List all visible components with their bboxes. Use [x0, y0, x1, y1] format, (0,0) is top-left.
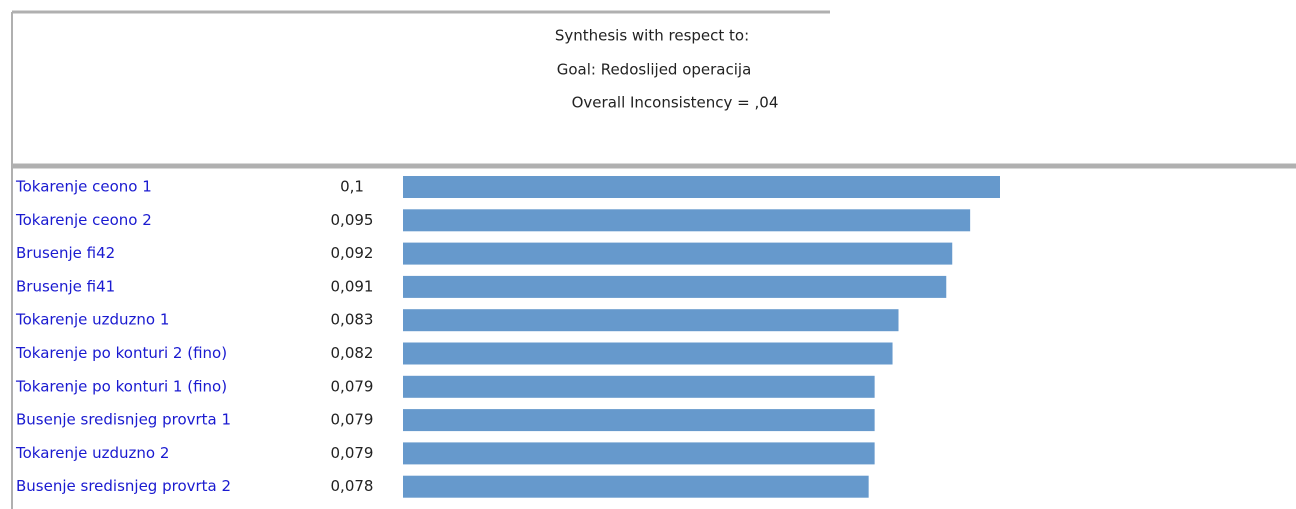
- bar: [403, 475, 869, 498]
- value-label: 0,092: [331, 244, 374, 262]
- value-label: 0,079: [331, 411, 374, 429]
- value-label: 0,082: [331, 344, 374, 362]
- category-label: Busenje sredisnjeg provrta 2: [16, 477, 231, 495]
- category-label: Brusenje fi42: [16, 244, 115, 262]
- category-label: Busenje sredisnjeg provrta 1: [16, 411, 231, 429]
- category-label: Tokarenje uzduzno 2: [15, 444, 169, 462]
- bar: [403, 309, 899, 332]
- value-label: 0,079: [331, 377, 374, 395]
- inconsistency: Overall Inconsistency = ,04: [572, 94, 779, 112]
- bar: [403, 375, 875, 398]
- bar: [403, 342, 893, 365]
- value-label: 0,1: [340, 178, 364, 196]
- bar: [403, 442, 875, 465]
- category-label: Tokarenje uzduzno 1: [15, 311, 169, 329]
- bar: [403, 209, 971, 232]
- category-label: Brusenje fi41: [16, 277, 115, 295]
- title: Synthesis with respect to:: [555, 27, 749, 45]
- bar: [403, 242, 953, 265]
- value-label: 0,078: [331, 477, 374, 495]
- value-label: 0,079: [331, 444, 374, 462]
- value-label: 0,083: [331, 311, 374, 329]
- bar: [403, 176, 1000, 198]
- bar: [403, 275, 947, 298]
- category-label: Tokarenje ceono 2: [15, 211, 152, 229]
- subtitle: Goal: Redoslijed operacija: [557, 61, 752, 79]
- category-label: Tokarenje ceono 1: [15, 178, 152, 196]
- category-label: Tokarenje po konturi 1 (fino): [15, 377, 227, 395]
- category-label: Tokarenje po konturi 2 (fino): [15, 344, 227, 362]
- value-label: 0,091: [331, 277, 374, 295]
- value-label: 0,095: [331, 211, 374, 229]
- bar: [403, 409, 875, 432]
